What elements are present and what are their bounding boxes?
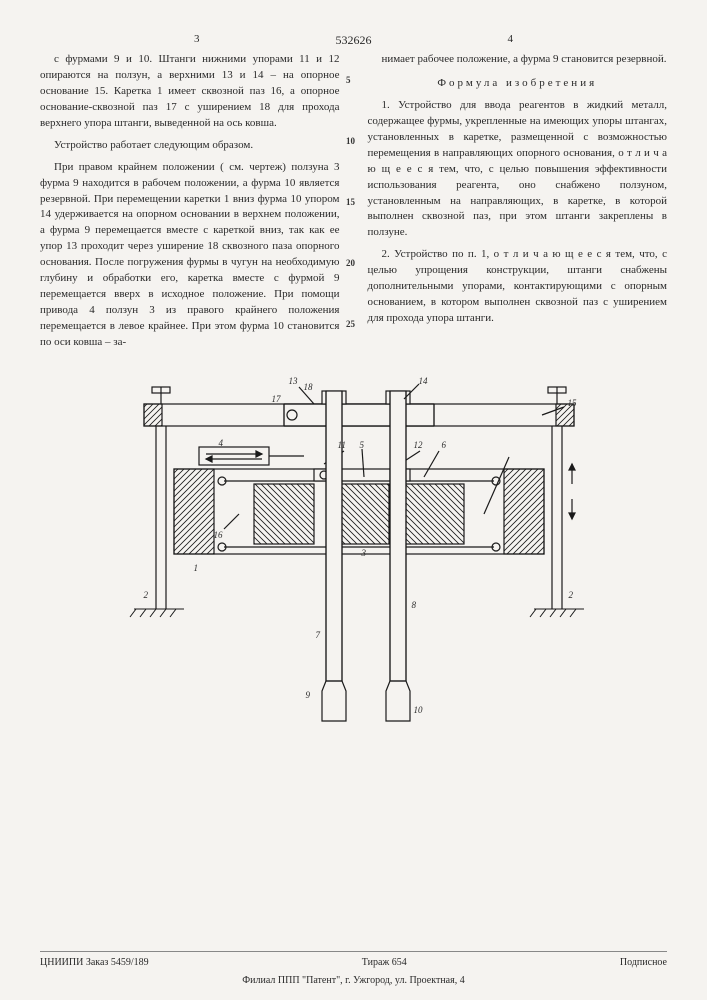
left-p2: Устройство работает следующим образом.	[40, 138, 340, 154]
lbl-15: 15	[568, 397, 577, 410]
right-p3: 2. Устройство по п. 1, о т л и ч а ю щ е…	[368, 247, 668, 327]
claims-title: Формула изобретения	[368, 76, 668, 92]
left-p1: с фурмами 9 и 10. Штанги нижними упорами…	[40, 52, 340, 132]
lbl-6: 6	[442, 439, 447, 452]
lbl-11: 11	[338, 439, 346, 452]
ln-20: 20	[346, 259, 355, 268]
ln-10: 10	[346, 137, 355, 146]
line-numbers: 5 10 15 20 25	[346, 76, 355, 381]
right-p1: нимает рабочее положение, а фурма 9 стан…	[368, 52, 668, 68]
footer-tirage: Тираж 654	[362, 956, 407, 971]
lbl-18: 18	[304, 381, 313, 394]
lbl-8: 8	[412, 599, 417, 612]
lbl-1: 1	[194, 562, 199, 575]
right-p2: 1. Устройство для ввода реагентов в жидк…	[368, 98, 668, 241]
footer-address: Филиал ППП "Патент", г. Ужгород, ул. Про…	[40, 974, 667, 989]
lbl-7: 7	[316, 629, 321, 642]
left-p3: При правом крайнем положении ( см. черте…	[40, 160, 340, 351]
lbl-4: 4	[219, 437, 224, 450]
lbl-12: 12	[414, 439, 423, 452]
footer-order: ЦНИИПИ Заказ 5459/189	[40, 956, 149, 971]
lbl-10: 10	[414, 704, 423, 717]
lbl-13: 13	[289, 375, 298, 388]
lbl-3: 3	[362, 547, 367, 560]
technical-drawing: 13 18 14 15 17 4 11 5 12 6 16 1 2 2 3 7 …	[74, 369, 634, 759]
lbl-2b: 2	[569, 589, 574, 602]
ln-15: 15	[346, 198, 355, 207]
ln-25: 25	[346, 320, 355, 329]
lbl-5: 5	[360, 439, 365, 452]
left-column: с фурмами 9 и 10. Штанги нижними упорами…	[40, 52, 340, 357]
lbl-9: 9	[306, 689, 311, 702]
patent-number: 532626	[0, 32, 707, 49]
lbl-2a: 2	[144, 589, 149, 602]
lbl-17: 17	[272, 393, 281, 406]
footer: ЦНИИПИ Заказ 5459/189 Тираж 654 Подписно…	[40, 951, 667, 988]
ln-5: 5	[346, 76, 355, 85]
right-column: нимает рабочее положение, а фурма 9 стан…	[368, 52, 668, 357]
lbl-14: 14	[419, 375, 428, 388]
lbl-16: 16	[214, 529, 223, 542]
footer-sign: Подписное	[620, 956, 667, 971]
